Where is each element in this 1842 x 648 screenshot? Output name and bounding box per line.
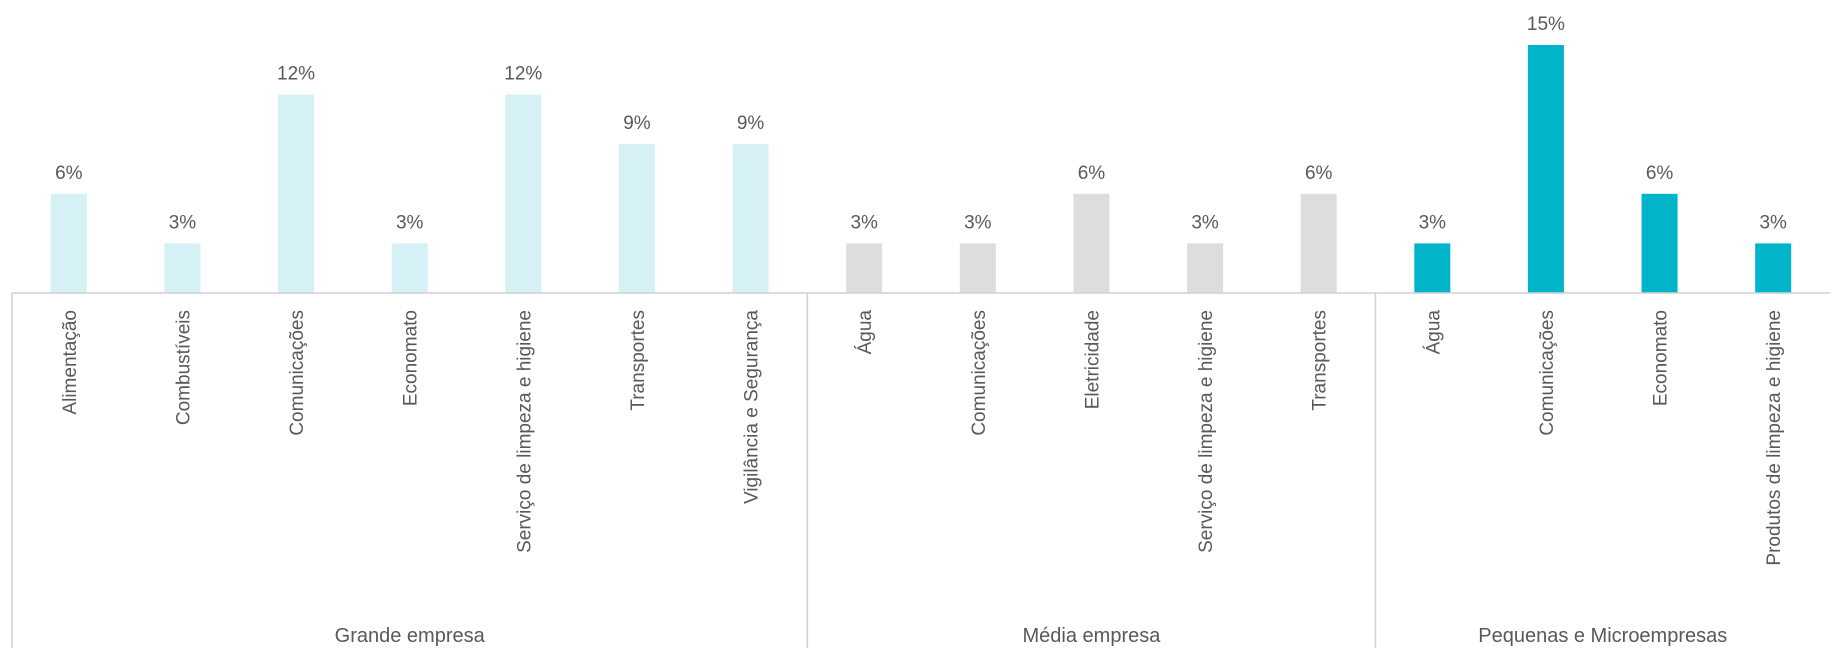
data-label: 3%: [850, 212, 878, 233]
category-tick-label: Transportes: [1310, 310, 1331, 411]
category-tick-label: Eletricidade: [1082, 310, 1103, 409]
group-label: Média empresa: [1023, 625, 1162, 647]
category-tick-label: Transportes: [628, 310, 649, 411]
data-label: 6%: [1646, 163, 1674, 184]
data-label: 3%: [1191, 212, 1219, 233]
data-label: 6%: [55, 163, 83, 184]
category-tick-label: Produtos de limpeza e higiene: [1764, 310, 1785, 566]
bar: [278, 94, 315, 293]
bar: [1641, 193, 1678, 293]
group-label: Pequenas e Microempresas: [1478, 625, 1727, 647]
data-label: 12%: [504, 64, 542, 85]
category-tick-label: Economato: [401, 310, 422, 406]
data-label: 3%: [169, 212, 197, 233]
bar: [1073, 193, 1110, 293]
category-tick-label: Alimentação: [60, 310, 81, 415]
group-labels-layer: Grande empresa Média empresa Pequenas e Mi…: [335, 625, 1728, 647]
bar: [505, 94, 542, 293]
category-labels-layer: Alimentação Combustíveis Comunicações Econo…: [60, 310, 1785, 566]
data-label: 3%: [1759, 212, 1787, 233]
data-label: 3%: [964, 212, 992, 233]
category-tick-label: Combustíveis: [173, 310, 194, 425]
value-labels-layer: 6% 3% 12% 3% 12% 9% 9% 3% 3% 6% 3% 6% 3% 15% 6% 3%: [55, 14, 1787, 233]
category-tick-label: Comunicações: [969, 310, 990, 436]
data-label: 3%: [1419, 212, 1447, 233]
category-tick-label: Serviço de limpeza e higiene: [1196, 310, 1217, 553]
bar: [391, 243, 428, 293]
category-tick-label: Serviço de limpeza e higiene: [514, 310, 535, 553]
bar: [50, 193, 87, 293]
bar: [164, 243, 201, 293]
bar: [1414, 243, 1451, 293]
data-label: 6%: [1305, 163, 1333, 184]
category-tick-label: Água: [855, 310, 876, 355]
bar: [1300, 193, 1337, 293]
category-tick-label: Economato: [1651, 310, 1672, 406]
data-label: 9%: [737, 113, 765, 134]
bar: [846, 243, 883, 293]
bar: [618, 144, 655, 293]
data-label: 9%: [623, 113, 651, 134]
data-label: 12%: [277, 64, 315, 85]
bars-layer: [50, 45, 1792, 293]
axis-layer: [11, 292, 1830, 648]
bar: [1527, 45, 1564, 293]
group-label: Grande empresa: [335, 625, 486, 647]
bar: [732, 144, 769, 293]
data-label: 6%: [1078, 163, 1106, 184]
data-label: 3%: [396, 212, 424, 233]
category-tick-label: Comunicações: [287, 310, 308, 436]
category-tick-label: Vigilância e Segurança: [742, 310, 763, 504]
data-label: 15%: [1527, 14, 1565, 35]
category-tick-label: Comunicações: [1537, 310, 1558, 436]
bar: [1187, 243, 1224, 293]
bar: [1755, 243, 1792, 293]
bar: [959, 243, 996, 293]
category-tick-label: Água: [1423, 310, 1444, 355]
